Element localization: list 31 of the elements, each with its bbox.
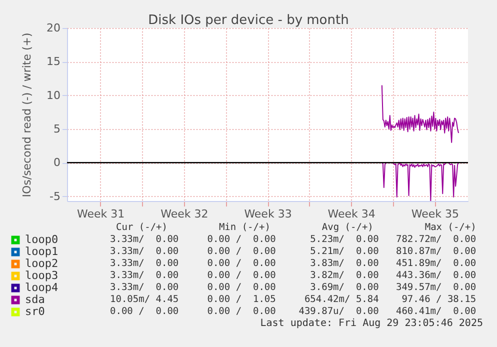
- text: 3.33m/ 0.00 0.00 / 0.00 3.82m/ 0.00 443.36m/ 0.00: [110, 270, 476, 282]
- x-tick-label: Week 32: [160, 208, 208, 220]
- chart-title: Disk IOs per device - by month: [148, 13, 349, 28]
- text: 3.33m/ 0.00 0.00 / 0.00 3.69m/ 0.00 349.57m/ 0.00: [110, 282, 476, 294]
- y-tick-label: -5: [50, 190, 60, 203]
- text: 3.33m/ 0.00 0.00 / 0.00 5.23m/ 0.00 782.72m/ 0.00: [110, 234, 476, 246]
- line-series: [381, 162, 460, 201]
- x-tick-label: Week 33: [244, 208, 292, 220]
- y-tick-label: 10: [46, 88, 60, 102]
- text: 3.33m/ 0.00 0.00 / 0.00 5.21m/ 0.00 810.87m/ 0.00: [110, 246, 476, 258]
- text: 10.05m/ 4.45 0.00 / 1.05 654.42m/ 5.84 97.46 / 38.15: [110, 294, 476, 306]
- legend-label: loop2: [25, 257, 58, 270]
- x-tick-label: Week 34: [328, 208, 376, 220]
- line-series: [381, 84, 460, 143]
- text: 0.00 / 0.00 0.00 / 0.00 439.87u/ 0.00 460.41m/ 0.00: [110, 306, 476, 318]
- y-tick-label: 15: [46, 55, 60, 68]
- legend-label: loop4: [25, 281, 58, 294]
- y-tick-label: 0: [54, 156, 60, 170]
- legend-label: sda: [25, 293, 45, 306]
- y-axis-title: IOs/second read (-) / write (+): [20, 32, 34, 198]
- legend-label: loop3: [25, 269, 58, 282]
- text: Last update: Fri Aug 29 23:05:46 2025: [260, 318, 483, 330]
- legend-label: loop1: [25, 245, 58, 258]
- legend-label: sr0: [25, 305, 45, 318]
- text: Cur (-/+) Min (-/+) Avg (-/+) Max (-/+): [116, 222, 476, 234]
- y-tick-label: 20: [46, 22, 60, 34]
- x-tick-label: Week 31: [77, 208, 125, 220]
- x-tick-label: Week 35: [411, 208, 459, 220]
- legend-label: loop0: [25, 233, 58, 246]
- y-tick-label: 5: [54, 122, 60, 136]
- text: 3.33m/ 0.00 0.00 / 0.00 3.83m/ 0.00 451.89m/ 0.00: [110, 258, 476, 270]
